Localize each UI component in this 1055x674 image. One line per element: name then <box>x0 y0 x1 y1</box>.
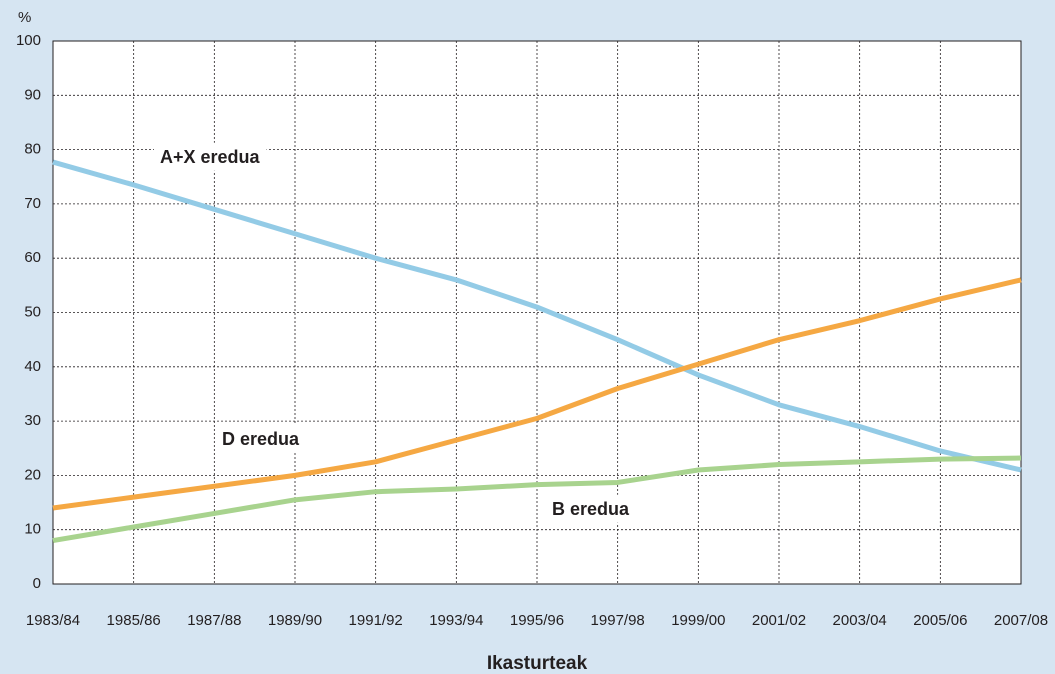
x-tick-label: 2003/04 <box>833 612 887 629</box>
y-tick-label: 50 <box>24 303 41 320</box>
series-line <box>52 277 1022 511</box>
y-tick-label: 20 <box>24 466 41 483</box>
x-tick-label: 2007/08 <box>994 612 1048 629</box>
x-tick-label: 2001/02 <box>752 612 806 629</box>
x-tick-label: 2005/06 <box>913 612 967 629</box>
x-tick-label: 1985/86 <box>107 612 161 629</box>
y-tick-label: 100 <box>16 32 41 49</box>
y-tick-label: 60 <box>24 249 41 266</box>
x-tick-label: 1983/84 <box>26 612 80 629</box>
x-tick-label: 1997/98 <box>591 612 645 629</box>
plot-border <box>52 40 1022 585</box>
label-bg <box>546 494 637 523</box>
y-tick-label: 30 <box>24 412 41 429</box>
series-label: B eredua <box>552 499 630 519</box>
y-tick-label: 70 <box>24 195 41 212</box>
y-axis-label: % <box>18 9 31 26</box>
x-tick-label: 1999/00 <box>671 612 725 629</box>
y-tick-label: 10 <box>24 521 41 538</box>
series-line <box>52 159 1022 473</box>
y-tick-label: 80 <box>24 141 41 158</box>
series-line <box>52 455 1022 544</box>
y-tick-label: 90 <box>24 86 41 103</box>
series-label: D eredua <box>222 429 300 449</box>
y-tick-label: 40 <box>24 358 41 375</box>
x-tick-label: 1993/94 <box>429 612 483 629</box>
series-label: A+X eredua <box>160 147 261 167</box>
label-bg <box>154 142 267 171</box>
x-tick-label: 1987/88 <box>187 612 241 629</box>
x-tick-label: 1991/92 <box>349 612 403 629</box>
x-axis-label: Ikasturteak <box>487 653 588 674</box>
x-tick-label: 1989/90 <box>268 612 322 629</box>
x-tick-label: 1995/96 <box>510 612 564 629</box>
y-tick-label: 0 <box>33 575 41 592</box>
label-bg <box>216 424 307 453</box>
